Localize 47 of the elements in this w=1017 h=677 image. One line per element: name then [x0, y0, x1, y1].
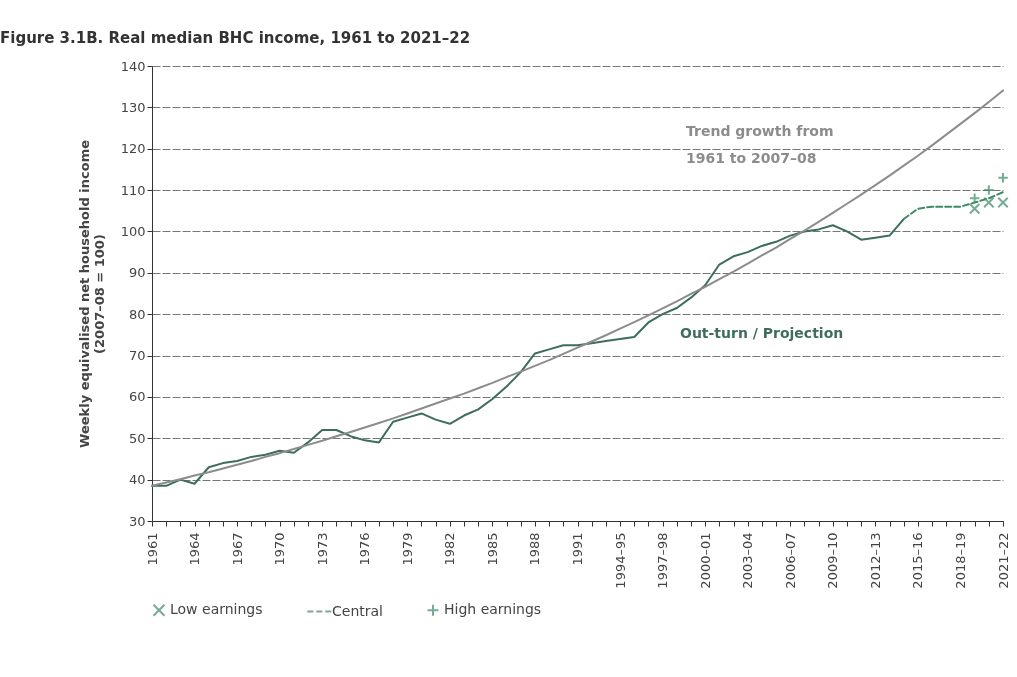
- y-tick-label: 70: [128, 348, 146, 364]
- line-series: [902, 191, 1004, 221]
- y-tick-label: 30: [128, 513, 146, 529]
- x-tick-label: 1982: [442, 532, 458, 566]
- y-tick-label: 110: [120, 182, 146, 198]
- point: [968, 202, 981, 215]
- x-tick-label: 2003–04: [740, 532, 756, 589]
- y-tick-label: 60: [128, 389, 146, 405]
- x-tick-label: 2021–22: [995, 532, 1011, 589]
- legend-label: Central: [332, 602, 383, 619]
- x-tick-label: 2009–10: [825, 532, 841, 589]
- legend-label: High earnings: [444, 601, 542, 618]
- line-series: [151, 218, 905, 487]
- annotation: Out-turn / Projection: [680, 325, 844, 341]
- x-tick-label: 1976: [357, 532, 373, 566]
- y-tick-label: 140: [120, 58, 146, 74]
- y-tick-label: 40: [128, 472, 146, 488]
- y-tick-label: 90: [128, 265, 146, 281]
- x-tick-label: 1988: [527, 532, 543, 566]
- line-series: [151, 89, 1004, 487]
- x-tick-label: 2018–19: [952, 532, 968, 589]
- point: [983, 184, 995, 196]
- x-tick-label: 2015–16: [910, 532, 926, 589]
- y-tick-label: 130: [120, 99, 146, 115]
- x-tick-label: 2012–13: [867, 532, 883, 589]
- point: [997, 196, 1009, 209]
- y-axis-title: Weekly equivalised net household income (2007–08 = 100): [76, 139, 107, 448]
- x-tick-label: 1967: [229, 532, 245, 566]
- x-tick-label: 1973: [314, 532, 330, 566]
- x-tick-label: 1970: [272, 532, 288, 566]
- x-tick-label: 1985: [484, 532, 500, 566]
- point: [983, 196, 995, 209]
- y-tick-label: 100: [120, 223, 146, 239]
- annotation: Trend growth from 1961 to 2007–08: [686, 123, 834, 166]
- y-tick-label: 80: [128, 306, 146, 322]
- x-tick-label: 1964: [187, 532, 203, 566]
- x-tick-label: 1991: [570, 532, 585, 566]
- y-tick-label: 120: [120, 141, 146, 157]
- x-tick-label: 1994–95: [612, 532, 628, 589]
- y-tick-label: 50: [128, 430, 146, 446]
- x-tick-label: 1961: [144, 532, 160, 566]
- x-tick-label: 1997–98: [655, 532, 671, 589]
- x-tick-label: 2006–07: [782, 532, 798, 589]
- x-tick-label: 2000–01: [697, 532, 713, 589]
- legend-label: Low earnings: [170, 601, 263, 618]
- chart-title: Figure 3.1B. Real median BHC income, 1961 to 2021–22: [0, 29, 471, 47]
- x-tick-label: 1979: [399, 532, 415, 566]
